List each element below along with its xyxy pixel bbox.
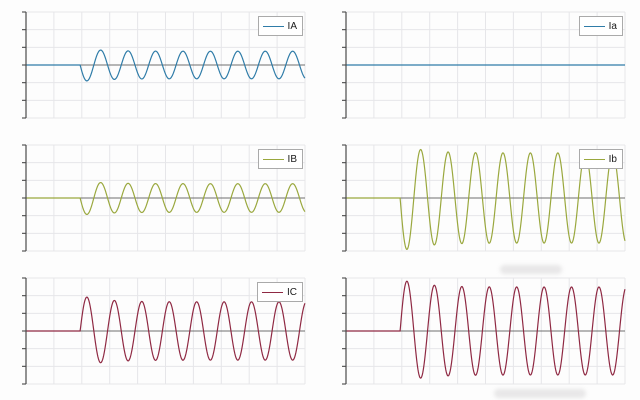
watermark-smudge bbox=[500, 265, 562, 274]
legend-box: IC bbox=[257, 282, 303, 302]
chart-canvas bbox=[22, 277, 306, 385]
chart-unlabeled-current bbox=[342, 277, 626, 385]
legend-box: IA bbox=[257, 16, 303, 36]
chart-canvas bbox=[342, 144, 626, 252]
chart-phase-current-Ia: Ia bbox=[342, 11, 626, 119]
legend-box: IB bbox=[257, 149, 303, 169]
chart-canvas bbox=[342, 277, 626, 385]
chart-phase-current-IA: IA bbox=[22, 11, 306, 119]
legend-label: Ia bbox=[608, 20, 617, 32]
legend-label: IB bbox=[287, 153, 297, 165]
legend-line-sample bbox=[583, 25, 605, 27]
watermark-smudge bbox=[494, 389, 586, 398]
legend-line-sample bbox=[262, 291, 283, 293]
legend-line-sample bbox=[262, 158, 284, 160]
legend-line-sample bbox=[262, 25, 284, 27]
legend-label: Ib bbox=[608, 153, 617, 165]
chart-phase-current-Ib: Ib bbox=[342, 144, 626, 252]
legend-label: IC bbox=[287, 286, 297, 298]
chart-phase-current-IC: IC bbox=[22, 277, 306, 385]
legend-box: Ib bbox=[578, 149, 623, 169]
legend-label: IA bbox=[287, 20, 297, 32]
chart-canvas bbox=[342, 11, 626, 119]
legend-line-sample bbox=[583, 158, 605, 160]
legend-box: Ia bbox=[578, 16, 623, 36]
chart-phase-current-IB: IB bbox=[22, 144, 306, 252]
chart-canvas bbox=[22, 144, 306, 252]
